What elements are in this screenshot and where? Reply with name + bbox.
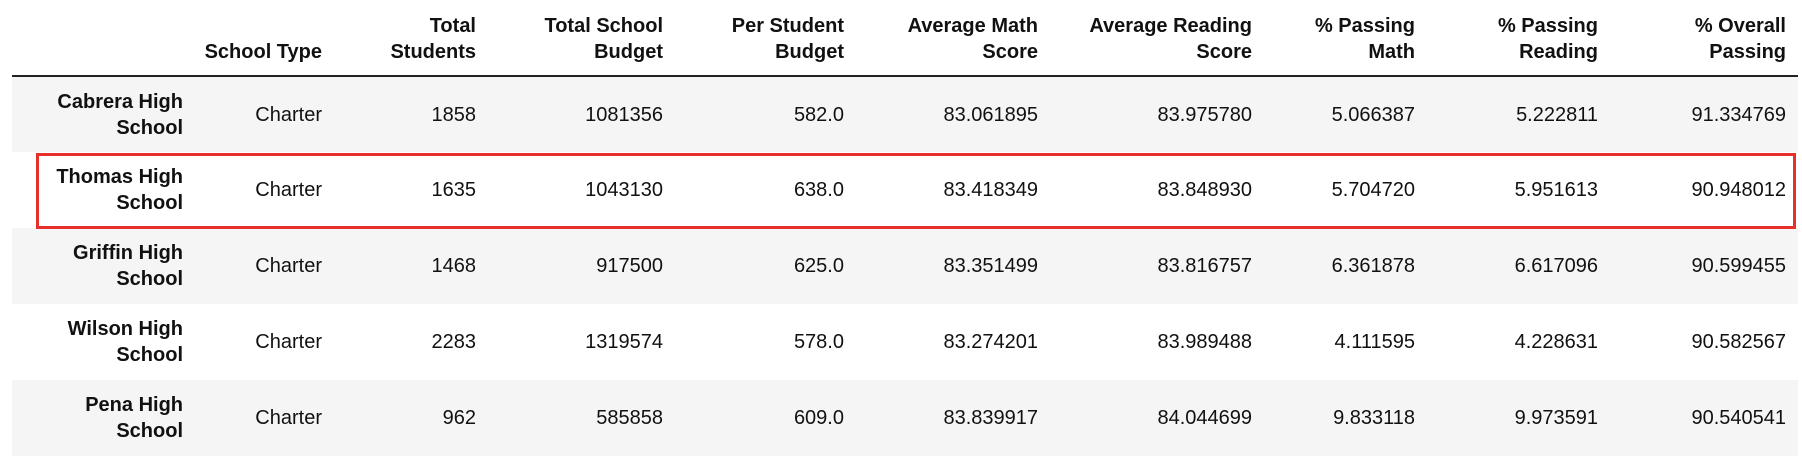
table-cell: 83.975780 — [1157, 103, 1252, 126]
table-cell: 582.0 — [793, 103, 844, 126]
table-cell: 4.228631 — [1514, 331, 1598, 353]
table-cell: 6.361878 — [1331, 255, 1415, 277]
row-label: Pena High School — [85, 394, 183, 442]
table-cell: 625.0 — [793, 255, 844, 277]
table-cell: Charter — [255, 255, 322, 277]
table-cell: 9.973591 — [1514, 407, 1598, 429]
table-cell: 4.111595 — [1334, 331, 1415, 353]
table-cell: 90.540541 — [1691, 407, 1786, 429]
column-header-average-math-score: Average Math Score — [856, 0, 1050, 77]
table-cell: 83.848930 — [1157, 179, 1252, 201]
table-cell: 83.839917 — [943, 407, 1038, 429]
table-cell: 90.582567 — [1691, 331, 1786, 353]
row-label: Thomas High School — [56, 166, 183, 214]
table-cell: 1319574 — [585, 331, 663, 353]
header-row: School Type Total Students Total School … — [12, 0, 1798, 77]
table-row: Wilson High School Charter 2283 1319574 … — [12, 304, 1798, 380]
table-cell: 6.617096 — [1514, 255, 1598, 277]
table-cell: Charter — [255, 331, 322, 353]
table-row: Griffin High School Charter 1468 917500 … — [12, 228, 1798, 304]
table-cell: 1081356 — [585, 103, 663, 126]
table-cell: 5.951613 — [1514, 179, 1598, 201]
table-row: Thomas High School Charter 1635 1043130 … — [12, 152, 1798, 228]
index-header — [12, 0, 195, 77]
table-cell: 84.044699 — [1157, 407, 1252, 429]
column-header-total-school-budget: Total School Budget — [488, 0, 675, 77]
table-cell: 609.0 — [793, 407, 844, 429]
table-cell: 90.948012 — [1691, 179, 1786, 201]
table-row: Cabrera High School Charter 1858 1081356… — [12, 76, 1798, 152]
table-cell: 917500 — [596, 255, 663, 277]
table-cell: Charter — [255, 103, 322, 126]
table-cell: 83.061895 — [943, 103, 1038, 126]
table-cell: 585858 — [596, 407, 663, 429]
table-cell: 5.704720 — [1331, 179, 1415, 201]
table-cell: 90.599455 — [1691, 255, 1786, 277]
table-cell: Charter — [255, 407, 322, 429]
table-row: Pena High School Charter 962 585858 609.… — [12, 380, 1798, 456]
table-cell: 638.0 — [793, 179, 844, 201]
table-cell: 83.351499 — [943, 255, 1038, 277]
table-cell: Charter — [255, 179, 322, 201]
column-header-average-reading-score: Average Reading Score — [1050, 0, 1264, 77]
column-header-total-students: Total Students — [334, 0, 488, 77]
table-cell: 1043130 — [585, 179, 663, 201]
column-header-school-type: School Type — [195, 0, 334, 77]
dataframe-output: School Type Total Students Total School … — [12, 0, 1798, 456]
column-header-percent-passing-math: % Passing Math — [1264, 0, 1427, 77]
row-label: Cabrera High School — [57, 90, 183, 139]
schools-table: School Type Total Students Total School … — [12, 0, 1798, 456]
table-cell: 83.274201 — [943, 331, 1038, 353]
table-cell: 2283 — [431, 331, 477, 353]
column-header-percent-overall-passing: % Overall Passing — [1610, 0, 1798, 77]
table-cell: 83.989488 — [1157, 331, 1252, 353]
row-label: Wilson High School — [67, 318, 183, 366]
row-label: Griffin High School — [73, 242, 183, 290]
table-cell: 5.066387 — [1331, 103, 1415, 126]
column-header-percent-passing-reading: % Passing Reading — [1427, 0, 1610, 77]
table-cell: 1635 — [431, 179, 477, 201]
column-header-per-student-budget: Per Student Budget — [675, 0, 856, 77]
table-cell: 1468 — [431, 255, 477, 277]
table-cell: 83.816757 — [1157, 255, 1252, 277]
table-cell: 83.418349 — [943, 179, 1038, 201]
table-cell: 1858 — [431, 103, 477, 126]
table-cell: 5.222811 — [1516, 103, 1598, 126]
table-cell: 578.0 — [793, 331, 844, 353]
table-cell: 91.334769 — [1691, 103, 1786, 126]
table-cell: 962 — [442, 407, 476, 429]
table-cell: 9.833118 — [1333, 407, 1415, 429]
